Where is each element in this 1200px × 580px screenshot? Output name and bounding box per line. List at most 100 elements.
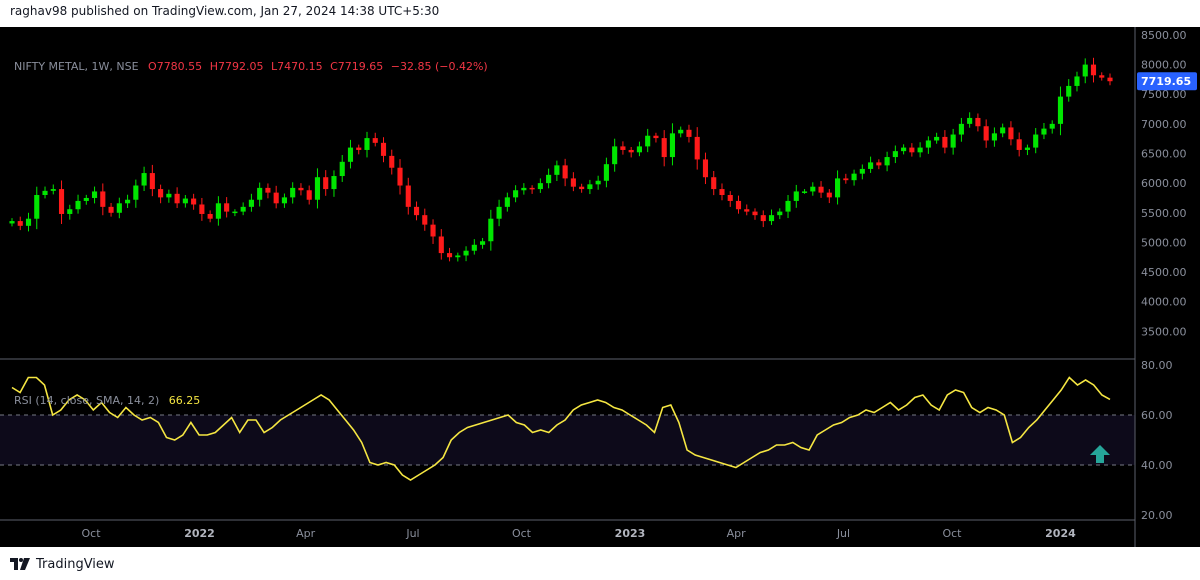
candle-body — [133, 185, 139, 200]
candle-body — [1057, 96, 1064, 124]
candle-body — [364, 138, 370, 150]
chart-frame: 8500.00 8000.00 7500.00 7000.00 6500.00 6000.… — [0, 27, 1200, 547]
candle-body — [389, 155, 395, 168]
candle-body — [925, 140, 931, 148]
candle-body — [537, 183, 543, 190]
candle-body — [1016, 139, 1022, 150]
candle-body — [760, 215, 766, 222]
candle-body — [1107, 77, 1113, 82]
time-tick-label: Oct — [82, 527, 102, 540]
footer[interactable]: TradingView — [10, 555, 115, 573]
candle-body — [835, 178, 841, 198]
candle-body — [768, 215, 775, 222]
price-tick-label: 6500.00 — [1141, 148, 1187, 161]
candle-body — [603, 164, 609, 181]
candle-body — [372, 138, 378, 143]
rsi-label: RSI (14, close, SMA, 14, 2) — [14, 394, 159, 407]
candle-body — [405, 185, 411, 207]
time-tick-label: 2024 — [1045, 527, 1076, 540]
symbol-legend[interactable]: NIFTY METAL, 1W, NSE O7780.55 H7792.05 L… — [14, 60, 488, 73]
open-value: O7780.55 — [148, 60, 202, 73]
candle-body — [347, 147, 354, 162]
candle-body — [471, 244, 477, 251]
time-tick-label: Oct — [942, 527, 962, 540]
candle-body — [686, 129, 692, 137]
candle-body — [323, 177, 329, 190]
candle-body — [58, 189, 65, 214]
candle-body — [108, 206, 114, 213]
candle-body — [446, 253, 453, 258]
candle-body — [257, 187, 263, 200]
candle-body — [595, 180, 601, 185]
last-price-tag-bg — [1137, 72, 1197, 91]
candle-body — [207, 213, 213, 219]
candle-body — [826, 192, 832, 198]
candle-body — [901, 147, 907, 152]
price-tick-label: 5500.00 — [1141, 207, 1187, 220]
candle-body — [273, 192, 279, 204]
candle-body — [719, 189, 725, 195]
candle-body — [917, 147, 923, 153]
candle-body — [191, 198, 197, 205]
price-tick-label: 4500.00 — [1141, 266, 1187, 279]
candle-body — [34, 195, 40, 219]
candle-body — [884, 157, 890, 166]
candle-body — [521, 187, 527, 191]
candle-body — [653, 135, 659, 139]
candle-body — [777, 211, 783, 216]
candle-body — [1082, 64, 1088, 77]
candle-body — [529, 187, 535, 190]
candle-body — [67, 209, 73, 214]
candle-body — [694, 136, 700, 160]
candle-body — [149, 173, 155, 190]
rsi-value: 66.25 — [169, 394, 201, 407]
candle-body — [1074, 76, 1080, 86]
high-value: H7792.05 — [210, 60, 264, 73]
candle-body — [645, 135, 651, 147]
rsi-line — [11, 376, 1111, 481]
candle-body — [587, 184, 593, 190]
rsi-tick-label: 60.00 — [1141, 409, 1173, 422]
rsi-legend[interactable]: RSI (14, close, SMA, 14, 2) 66.25 — [14, 394, 200, 407]
candle-body — [909, 147, 915, 153]
candle-body — [868, 162, 874, 169]
candles-layer — [9, 57, 1113, 262]
price-tick-label: 6000.00 — [1141, 177, 1187, 190]
candle-body — [232, 211, 238, 214]
candle-body — [942, 136, 948, 148]
candle-body — [612, 146, 618, 165]
candle-body — [306, 190, 312, 200]
candle-body — [1041, 128, 1047, 135]
candle-body — [438, 236, 444, 254]
candle-body — [331, 176, 337, 190]
price-tick-label: 4000.00 — [1141, 296, 1187, 309]
candle-body — [339, 161, 345, 177]
candle-body — [314, 177, 321, 200]
candle-body — [455, 255, 461, 258]
price-tick-label: 8500.00 — [1141, 29, 1187, 42]
candle-body — [975, 117, 981, 127]
candle-body — [100, 191, 106, 207]
candle-body — [50, 189, 56, 191]
tradingview-logo-icon — [10, 558, 30, 570]
price-pane — [9, 57, 1113, 262]
candle-body — [1090, 64, 1097, 76]
candle-body — [562, 165, 568, 179]
candle-body — [488, 218, 494, 242]
candle-body — [1000, 127, 1006, 134]
time-tick-label: 2022 — [184, 527, 215, 540]
candle-body — [810, 186, 816, 192]
rsi-tick-label: 40.00 — [1141, 459, 1173, 472]
symbol-label: NIFTY METAL, 1W, NSE — [14, 60, 139, 73]
candle-body — [480, 241, 486, 245]
price-axis: 8500.00 8000.00 7500.00 7000.00 6500.00 6000.… — [1141, 29, 1187, 338]
chart-svg[interactable]: 8500.00 8000.00 7500.00 7000.00 6500.00 6000.… — [0, 27, 1200, 547]
candle-body — [579, 186, 585, 190]
candle-body — [711, 177, 717, 190]
candle-body — [678, 129, 684, 134]
candle-body — [818, 186, 824, 193]
candle-body — [281, 197, 287, 204]
candle-body — [934, 136, 940, 141]
candle-body — [83, 197, 89, 201]
candle-body — [669, 133, 676, 158]
